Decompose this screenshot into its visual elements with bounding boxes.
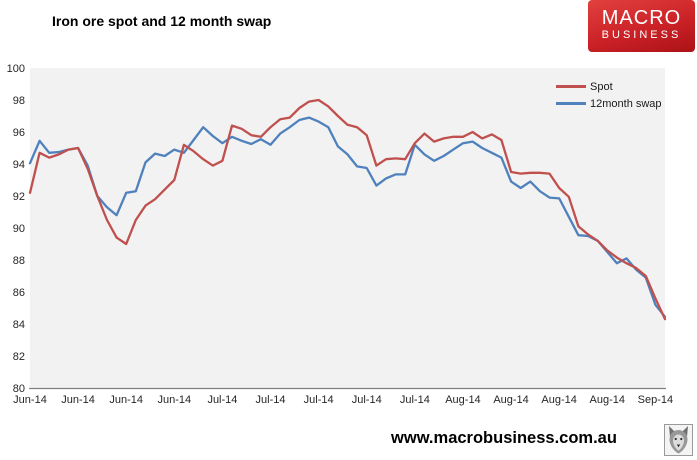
plot-area (30, 68, 665, 388)
x-axis-label: Jun-14 (61, 394, 95, 406)
legend-label-swap: 12month swap (590, 97, 662, 110)
logo-text-business: BUSINESS (601, 29, 682, 41)
wolf-icon (669, 426, 688, 454)
y-axis-label: 88 (13, 255, 25, 267)
y-axis-label: 90 (13, 223, 25, 235)
y-axis-label: 96 (13, 127, 25, 139)
y-axis-label: 92 (13, 191, 25, 203)
x-axis-label: Aug-14 (445, 394, 480, 406)
x-axis-label: Sep-14 (638, 394, 673, 406)
website-url: www.macrobusiness.com.au (391, 429, 617, 447)
macrobusiness-logo: MACRO BUSINESS (588, 0, 695, 52)
legend-label-spot: Spot (590, 80, 613, 93)
wolf-logo (664, 424, 693, 456)
chart-title: Iron ore spot and 12 month swap (52, 13, 272, 29)
legend-item-swap: 12month swap (556, 95, 662, 112)
y-axis-label: 94 (13, 159, 25, 171)
x-axis-label: Jul-14 (207, 394, 237, 406)
swap-line-swatch (556, 102, 586, 105)
series-line-12month-swap (28, 116, 667, 318)
y-axis-label: 86 (13, 287, 25, 299)
x-axis-label: Jun-14 (157, 394, 191, 406)
x-axis-label: Aug-14 (493, 394, 528, 406)
series-line-spot (28, 98, 667, 321)
x-axis-label: Jul-14 (400, 394, 430, 406)
logo-text-macro: MACRO (601, 7, 682, 29)
y-axis-label: 100 (7, 63, 25, 75)
y-axis-label: 80 (13, 383, 25, 395)
y-axis-label: 84 (13, 319, 25, 331)
chart-legend: Spot 12month swap (556, 78, 662, 112)
x-axis-label: Jul-14 (352, 394, 382, 406)
spot-line-swatch (556, 85, 586, 88)
x-axis-label: Jul-14 (304, 394, 334, 406)
x-axis-label: Aug-14 (590, 394, 625, 406)
x-axis-label: Jun-14 (13, 394, 47, 406)
y-axis-label: 98 (13, 95, 25, 107)
x-axis-label: Jul-14 (256, 394, 286, 406)
legend-item-spot: Spot (556, 78, 662, 95)
x-axis-label: Aug-14 (541, 394, 576, 406)
x-axis-label: Jun-14 (109, 394, 143, 406)
y-axis-label: 82 (13, 351, 25, 363)
